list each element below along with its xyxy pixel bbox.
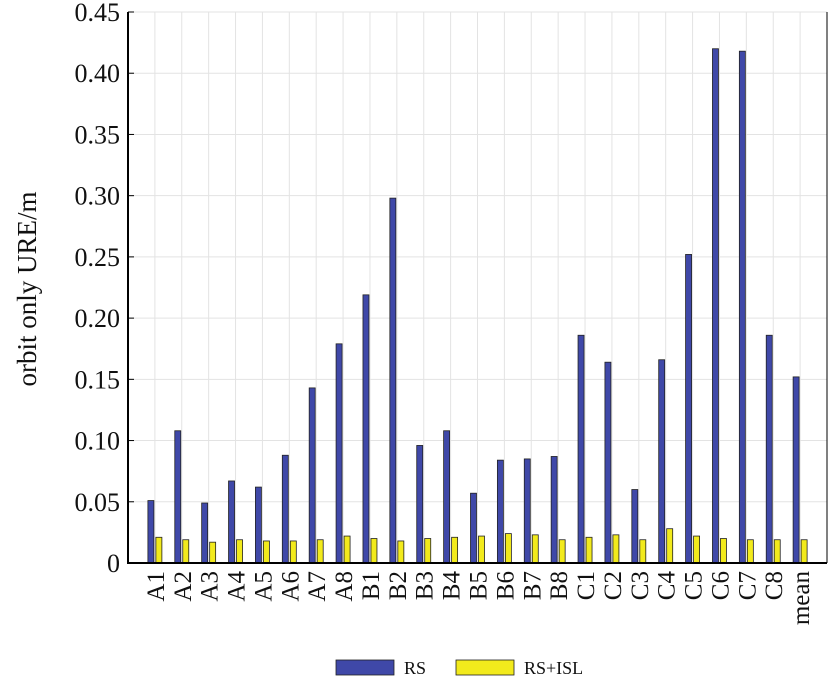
bar-rs-isl-a3 <box>209 541 217 564</box>
x-tick-label: B8 <box>546 571 573 600</box>
bar-rs-b5 <box>470 492 477 564</box>
x-tick-label: B6 <box>492 571 519 600</box>
bar-rs-isl-c6 <box>720 538 727 564</box>
x-tick-label: C8 <box>761 571 788 600</box>
x-tick-label: C1 <box>573 571 600 600</box>
bar-rs-isl-a4 <box>236 539 243 564</box>
x-tick-label: A1 <box>143 571 170 602</box>
bar-rs-c5 <box>685 254 692 564</box>
x-tick-label: B7 <box>519 571 546 600</box>
x-tick-label: C4 <box>654 571 681 601</box>
bar-rs-c6 <box>712 48 719 564</box>
x-tick-label: A4 <box>224 571 251 602</box>
x-tick-label: B1 <box>358 571 385 600</box>
legend-swatch-0 <box>335 659 395 676</box>
bar-rs-a1 <box>147 500 155 564</box>
bar-rs-isl-b1 <box>370 538 378 564</box>
bar-rs-isl-c7 <box>746 539 754 564</box>
y-tick-label: 0.45 <box>75 0 121 27</box>
bar-rs-isl-b7 <box>531 534 539 564</box>
y-tick-label: 0.05 <box>75 488 121 517</box>
bar-rs-isl-a8 <box>343 535 351 564</box>
x-tick-label: B5 <box>466 571 493 600</box>
bar-rs-isl-c3 <box>639 539 647 564</box>
bar-rs-isl-b5 <box>478 535 485 564</box>
bar-rs-c4 <box>658 359 666 564</box>
bar-rs-isl-c5 <box>693 535 700 564</box>
bar-rs-a4 <box>228 480 235 564</box>
y-tick-label: 0.20 <box>75 304 121 333</box>
bar-rs-isl-b4 <box>451 536 459 564</box>
y-tick-label: 0.35 <box>75 120 121 149</box>
y-axis-label: orbit only URE/m <box>12 192 42 387</box>
bar-rs-isl-c4 <box>666 528 674 564</box>
legend-swatch-1 <box>455 659 515 676</box>
bar-rs-b6 <box>496 459 504 564</box>
legend-label: RS <box>404 658 426 678</box>
y-tick-label: 0.10 <box>75 427 121 456</box>
x-tick-label: A3 <box>197 571 224 602</box>
bar-rs-b4 <box>443 430 451 564</box>
x-tick-label: A6 <box>277 571 304 602</box>
x-tick-label: B2 <box>385 571 412 600</box>
x-tick-label: A2 <box>170 571 197 602</box>
bar-rs-mean <box>792 376 800 564</box>
y-tick-label: 0.25 <box>75 243 121 272</box>
bar-rs-b7 <box>523 458 531 564</box>
bar-rs-a2 <box>174 430 182 564</box>
x-tick-label: B3 <box>412 571 439 600</box>
bar-rs-a7 <box>308 387 316 564</box>
bar-rs-c7 <box>738 50 746 564</box>
x-tick-label: C3 <box>627 571 654 600</box>
y-tick-label: 0.30 <box>75 182 121 211</box>
bar-rs-isl-a2 <box>182 539 190 564</box>
bar-rs-isl-b6 <box>504 533 512 564</box>
bar-rs-isl-b8 <box>558 539 566 564</box>
bar-rs-a3 <box>201 502 209 564</box>
x-tick-label: A8 <box>331 571 358 602</box>
y-tick-label: 0.15 <box>75 365 121 394</box>
x-tick-labels: A1 A2 A3 A4 A5 A6 A7 A8 B1 B2 B3 B4 B5 B6 B7 B8 C1 C2 C3 C4… <box>143 571 815 626</box>
x-tick-label: B4 <box>439 571 466 601</box>
grid <box>128 11 827 564</box>
legend-label: RS+ISL <box>524 658 583 678</box>
x-tick-label: mean <box>788 571 815 626</box>
x-tick-label: C7 <box>734 571 761 600</box>
bar-rs-isl-a1 <box>155 536 163 564</box>
bar-rs-isl-c1 <box>585 536 593 564</box>
x-tick-label: C6 <box>707 571 734 600</box>
bar-rs-isl-b3 <box>424 538 432 564</box>
y-tick-label: 0.40 <box>75 59 121 88</box>
y-tick-label: 0 <box>107 549 120 578</box>
bar-rs-isl-a5 <box>263 540 270 564</box>
bar-rs-isl-a6 <box>289 540 297 564</box>
legend: RS RS+ISL <box>335 658 583 678</box>
bar-rs-a6 <box>281 454 289 564</box>
bar-rs-b1 <box>362 294 370 564</box>
y-tick-labels: 0 0.05 0.10 0.15 0.20 0.25 0.30 0.35 0.40 0.45 <box>75 0 121 578</box>
bar-rs-isl-c8 <box>773 539 781 564</box>
bar-rs-c8 <box>765 334 773 564</box>
bar-rs-isl-c2 <box>612 534 620 564</box>
x-tick-label: C5 <box>681 571 708 600</box>
bar-rs-b3 <box>416 445 424 564</box>
axes <box>127 11 828 564</box>
bar-rs-b2 <box>389 197 397 564</box>
bar-rs-isl-a7 <box>316 539 324 564</box>
bar-rs-a8 <box>335 343 343 564</box>
x-tick-label: A7 <box>304 571 331 602</box>
bar-rs-c3 <box>631 489 639 564</box>
bar-rs-c2 <box>604 361 612 564</box>
x-tick-label: C2 <box>600 571 627 600</box>
bar-rs-isl-b2 <box>397 540 405 564</box>
bar-rs-c1 <box>577 334 585 564</box>
x-tick-label: A5 <box>250 571 277 602</box>
bar-rs-b8 <box>550 456 558 564</box>
bar-rs-isl-mean <box>800 539 808 564</box>
bar-rs-a5 <box>255 486 262 564</box>
